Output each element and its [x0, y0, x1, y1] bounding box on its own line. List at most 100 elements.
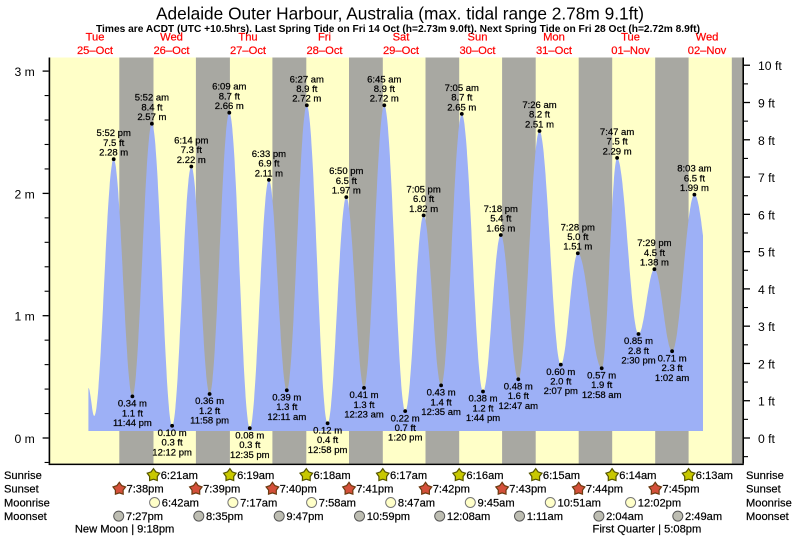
- svg-text:Sunset: Sunset: [4, 484, 40, 496]
- svg-text:7 ft: 7 ft: [758, 171, 776, 185]
- svg-text:7:40pm: 7:40pm: [280, 484, 317, 496]
- svg-text:Sunrise: Sunrise: [4, 470, 42, 482]
- svg-text:6:13am: 6:13am: [696, 470, 733, 482]
- svg-text:8:47am: 8:47am: [398, 497, 435, 509]
- svg-text:Mon: Mon: [543, 32, 565, 44]
- svg-text:8 ft: 8 ft: [758, 134, 776, 148]
- svg-text:Fri: Fri: [318, 32, 331, 44]
- svg-text:26–Oct: 26–Oct: [153, 45, 190, 57]
- svg-text:6:19am: 6:19am: [237, 470, 274, 482]
- svg-text:29–Oct: 29–Oct: [383, 45, 420, 57]
- svg-text:4 ft: 4 ft: [758, 283, 776, 297]
- svg-text:01–Nov: 01–Nov: [611, 45, 650, 57]
- svg-text:25–Oct: 25–Oct: [77, 45, 114, 57]
- svg-text:12:02pm: 12:02pm: [638, 497, 681, 509]
- svg-text:6:42am: 6:42am: [162, 497, 199, 509]
- svg-text:7:28 pm5.0 ft1.51 m: 7:28 pm 5.0 ft 1.51 m: [561, 222, 595, 252]
- svg-text:6:50 pm6.5 ft1.97 m: 6:50 pm 6.5 ft 1.97 m: [329, 166, 363, 196]
- svg-text:1 m: 1 m: [14, 310, 34, 324]
- svg-text:Tue: Tue: [86, 32, 105, 44]
- svg-text:6:27 am8.9 ft2.72 m: 6:27 am 8.9 ft 2.72 m: [290, 74, 324, 104]
- svg-text:2:04am: 2:04am: [606, 511, 643, 523]
- svg-text:Sunset: Sunset: [746, 484, 782, 496]
- svg-text:Times are ACDT (UTC +10.5hrs).: Times are ACDT (UTC +10.5hrs). Last Spri…: [96, 24, 700, 35]
- svg-text:New Moon | 9:18pm: New Moon | 9:18pm: [75, 523, 175, 535]
- svg-text:9 ft: 9 ft: [758, 97, 776, 111]
- svg-text:Wed: Wed: [696, 32, 719, 44]
- svg-text:6:09 am8.7 ft2.66 m: 6:09 am 8.7 ft 2.66 m: [212, 82, 246, 112]
- svg-text:6:15am: 6:15am: [543, 470, 580, 482]
- svg-text:6:21am: 6:21am: [161, 470, 198, 482]
- svg-text:6:16am: 6:16am: [466, 470, 503, 482]
- svg-text:6:33 pm6.9 ft2.11 m: 6:33 pm 6.9 ft 2.11 m: [252, 149, 286, 179]
- svg-text:First Quarter | 5:08pm: First Quarter | 5:08pm: [593, 523, 702, 535]
- svg-text:3 ft: 3 ft: [758, 320, 776, 334]
- svg-text:30–Oct: 30–Oct: [459, 45, 496, 57]
- svg-text:27–Oct: 27–Oct: [230, 45, 267, 57]
- svg-text:Sun: Sun: [468, 32, 488, 44]
- svg-text:7:47 am7.5 ft2.29 m: 7:47 am 7.5 ft 2.29 m: [600, 127, 634, 157]
- svg-text:Sat: Sat: [393, 32, 411, 44]
- svg-text:Thu: Thu: [238, 32, 257, 44]
- svg-text:7:42pm: 7:42pm: [433, 484, 470, 496]
- svg-text:Moonrise: Moonrise: [746, 497, 792, 509]
- svg-text:6:14 pm7.3 ft2.22 m: 6:14 pm 7.3 ft 2.22 m: [174, 136, 208, 166]
- svg-text:7:29 pm4.5 ft1.38 m: 7:29 pm 4.5 ft 1.38 m: [637, 238, 671, 268]
- svg-text:31–Oct: 31–Oct: [536, 45, 573, 57]
- svg-text:1:11am: 1:11am: [527, 511, 563, 523]
- svg-text:7:39pm: 7:39pm: [203, 484, 240, 496]
- svg-text:8:35pm: 8:35pm: [206, 511, 243, 523]
- svg-text:6:17am: 6:17am: [390, 470, 427, 482]
- svg-text:9:47pm: 9:47pm: [286, 511, 323, 523]
- svg-text:0.85 m2.8 ft2:30 pm: 0.85 m 2.8 ft 2:30 pm: [621, 336, 655, 366]
- svg-text:7:44pm: 7:44pm: [586, 484, 623, 496]
- svg-text:7:58am: 7:58am: [319, 497, 356, 509]
- svg-text:Moonset: Moonset: [4, 511, 48, 523]
- svg-text:7:05 am8.7 ft2.65 m: 7:05 am 8.7 ft 2.65 m: [445, 83, 479, 113]
- svg-text:2 m: 2 m: [14, 187, 34, 201]
- svg-text:02–Nov: 02–Nov: [688, 45, 727, 57]
- svg-text:7:27pm: 7:27pm: [126, 511, 163, 523]
- svg-text:5:52 pm7.5 ft2.28 m: 5:52 pm 7.5 ft 2.28 m: [97, 128, 131, 158]
- svg-text:0.38 m1.2 ft1:44 pm: 0.38 m 1.2 ft 1:44 pm: [466, 394, 500, 424]
- svg-text:7:45pm: 7:45pm: [662, 484, 699, 496]
- svg-text:6:18am: 6:18am: [314, 470, 351, 482]
- svg-text:9:45am: 9:45am: [478, 497, 515, 509]
- svg-text:6 ft: 6 ft: [758, 208, 776, 222]
- svg-text:0.22 m0.7 ft1:20 pm: 0.22 m 0.7 ft 1:20 pm: [388, 413, 422, 443]
- svg-text:7:17am: 7:17am: [240, 497, 277, 509]
- svg-text:10 ft: 10 ft: [758, 59, 782, 73]
- svg-text:6:45 am8.9 ft2.72 m: 6:45 am 8.9 ft 2.72 m: [367, 74, 401, 104]
- svg-text:7:18 pm5.4 ft1.66 m: 7:18 pm 5.4 ft 1.66 m: [484, 204, 518, 234]
- svg-text:8:03 am6.5 ft1.99 m: 8:03 am 6.5 ft 1.99 m: [677, 164, 711, 194]
- svg-text:7:43pm: 7:43pm: [509, 484, 546, 496]
- svg-text:0.71 m2.3 ft1:02 am: 0.71 m 2.3 ft 1:02 am: [655, 353, 689, 383]
- svg-text:12:08am: 12:08am: [447, 511, 490, 523]
- svg-text:7:05 pm6.0 ft1.82 m: 7:05 pm 6.0 ft 1.82 m: [406, 184, 440, 214]
- svg-text:6:14am: 6:14am: [619, 470, 656, 482]
- svg-text:0 m: 0 m: [14, 432, 34, 446]
- svg-text:Tue: Tue: [621, 32, 640, 44]
- svg-text:Sunrise: Sunrise: [746, 470, 784, 482]
- svg-text:Adelaide Outer Harbour, Austra: Adelaide Outer Harbour, Australia (max. …: [156, 4, 644, 24]
- svg-text:1 ft: 1 ft: [758, 395, 776, 409]
- svg-text:0 ft: 0 ft: [758, 432, 776, 446]
- svg-text:2 ft: 2 ft: [758, 357, 776, 371]
- svg-text:5:52 am8.4 ft2.57 m: 5:52 am 8.4 ft 2.57 m: [135, 93, 169, 123]
- svg-text:10:59pm: 10:59pm: [367, 511, 410, 523]
- svg-text:3 m: 3 m: [14, 65, 34, 79]
- svg-text:Wed: Wed: [160, 32, 183, 44]
- svg-text:Moonset: Moonset: [746, 511, 790, 523]
- svg-text:7:38pm: 7:38pm: [127, 484, 164, 496]
- svg-text:2:49am: 2:49am: [685, 511, 722, 523]
- svg-text:5 ft: 5 ft: [758, 246, 776, 260]
